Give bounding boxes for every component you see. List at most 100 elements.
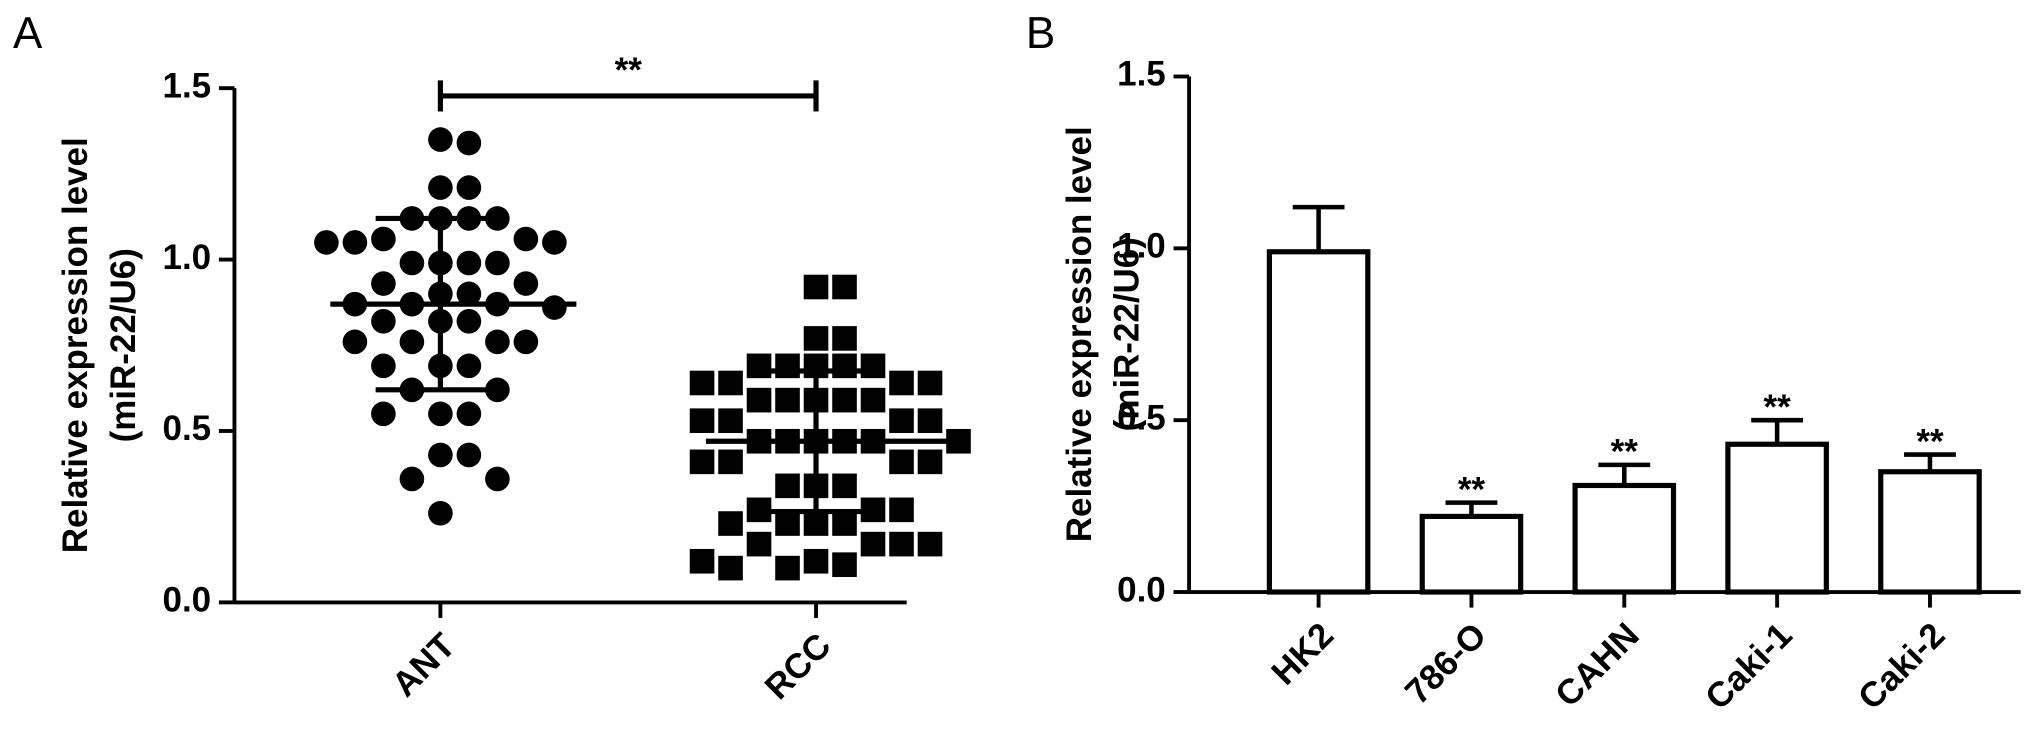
data-point (456, 308, 482, 334)
data-point (832, 353, 857, 379)
data-point (917, 370, 943, 396)
data-point (803, 511, 829, 536)
data-point (860, 353, 886, 379)
data-point (775, 353, 800, 379)
data-point (917, 531, 943, 557)
y-tick-label: 0.0 (163, 581, 212, 620)
data-point (889, 408, 914, 434)
significance-label: ** (1458, 471, 1486, 510)
data-point (746, 353, 772, 379)
significance-label: ** (1611, 433, 1639, 472)
data-point (314, 230, 339, 255)
data-point (889, 531, 914, 557)
x-tick-label: CAHN (1548, 615, 1647, 714)
data-point (371, 401, 396, 427)
data-point (775, 555, 800, 581)
data-point (860, 531, 886, 557)
data-point (428, 500, 453, 526)
data-point (889, 449, 914, 475)
data-point (718, 370, 743, 396)
data-point (689, 449, 715, 475)
y-tick-label: 1.5 (1117, 55, 1166, 94)
data-point (371, 353, 396, 379)
data-point (746, 531, 772, 557)
data-point (456, 130, 482, 156)
data-point (456, 175, 482, 200)
data-point (832, 387, 857, 413)
data-point (718, 511, 743, 536)
bar (1878, 469, 1982, 595)
data-point (718, 555, 743, 581)
data-point (399, 466, 425, 492)
data-point (513, 271, 539, 296)
data-point (542, 230, 567, 255)
y-tick-label: 0.5 (1117, 398, 1166, 437)
data-point (371, 226, 396, 252)
significance-label: ** (1916, 422, 1944, 461)
data-point (775, 387, 800, 413)
data-point (917, 449, 943, 475)
data-point (399, 250, 425, 276)
y-axis-label: Relative expression level (56, 137, 95, 553)
data-point (513, 226, 539, 252)
x-tick-label: 786-O (1398, 615, 1494, 711)
data-point (860, 387, 886, 413)
data-point (718, 408, 743, 434)
y-axis-label: Relative expression level (1060, 126, 1099, 542)
data-point (513, 329, 539, 355)
data-point (803, 274, 829, 300)
data-point (485, 250, 510, 276)
data-point (399, 329, 425, 355)
y-tick-label: 1.0 (1117, 227, 1166, 266)
bar (1266, 249, 1371, 595)
data-point (456, 401, 482, 427)
data-point (485, 329, 510, 355)
data-point (542, 295, 567, 320)
y-tick-label: 0.0 (1117, 570, 1166, 609)
data-point (832, 552, 857, 577)
y-axis-label: (miR-22/U6) (1108, 237, 1147, 431)
data-point (456, 250, 482, 276)
bar (1725, 441, 1829, 595)
data-point (718, 449, 743, 475)
data-point (832, 473, 857, 499)
data-point (689, 408, 715, 434)
y-tick-label: 0.5 (163, 409, 212, 448)
panel-label: A (13, 9, 43, 58)
data-point (832, 511, 857, 536)
data-point (746, 387, 772, 413)
data-point (456, 353, 482, 379)
data-point (803, 548, 829, 574)
bar (1572, 482, 1677, 595)
data-point (428, 127, 453, 152)
data-point (428, 442, 453, 468)
data-point (428, 401, 453, 427)
data-point (342, 230, 368, 255)
significance-label: ** (615, 51, 643, 90)
data-point (832, 326, 857, 351)
data-point (456, 281, 482, 307)
data-point (428, 175, 453, 200)
data-point (371, 271, 396, 296)
data-point (342, 329, 368, 355)
bar (1419, 513, 1524, 595)
x-tick-label: RCC (757, 626, 838, 707)
y-tick-label: 1.5 (163, 66, 212, 105)
x-tick-label: Caki-1 (1698, 615, 1800, 717)
y-axis-label: (miR-22/U6) (104, 248, 143, 442)
data-point (689, 548, 715, 574)
panel-label: B (1026, 9, 1055, 58)
x-tick-label: HK2 (1264, 615, 1341, 692)
data-point (456, 442, 482, 468)
data-point (689, 370, 715, 396)
x-tick-label: Caki-2 (1851, 615, 1953, 717)
y-tick-label: 1.0 (163, 238, 212, 277)
data-point (803, 326, 829, 351)
data-point (889, 497, 914, 523)
data-point (917, 408, 943, 434)
significance-label: ** (1764, 388, 1792, 427)
data-point (485, 466, 510, 492)
data-point (775, 511, 800, 536)
data-point (371, 308, 396, 334)
